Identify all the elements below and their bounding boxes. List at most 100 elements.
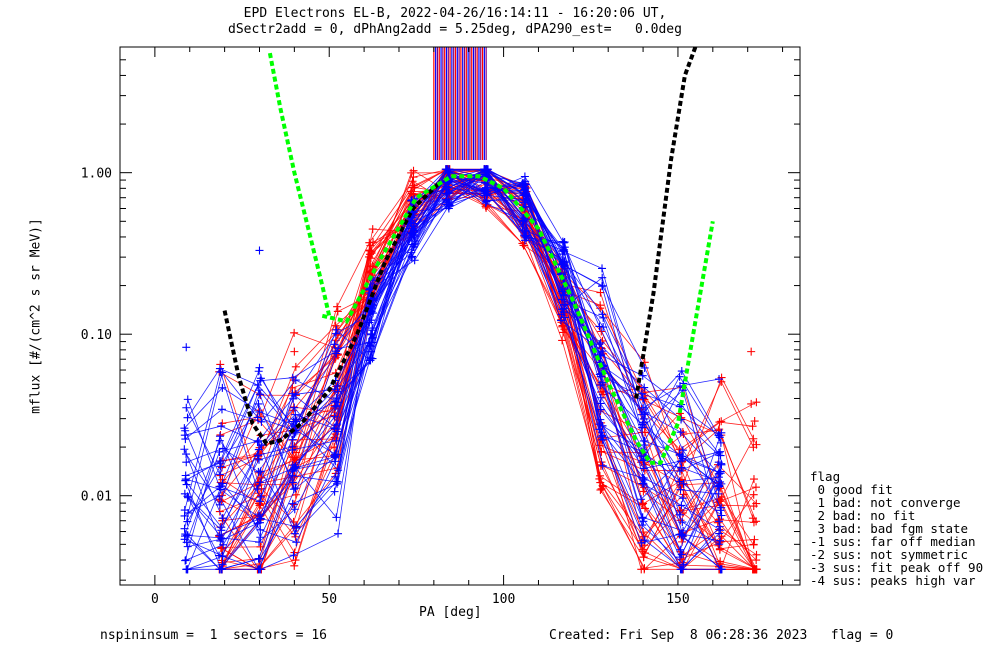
x-axis-label: PA [deg]	[419, 605, 482, 620]
flux-data-point	[519, 179, 528, 188]
flux-data-point	[640, 536, 649, 545]
flux-data-point	[254, 367, 263, 376]
flux-data-point	[216, 485, 225, 494]
flux-data-point	[640, 363, 649, 372]
flux-data-point	[715, 418, 724, 427]
flux-data-point	[217, 526, 226, 535]
flux-data-point	[596, 288, 605, 297]
flux-sweep-line	[218, 187, 753, 570]
flux-data-point	[749, 518, 758, 527]
flux-data-point	[557, 260, 566, 269]
flux-data-point	[639, 532, 648, 541]
flux-data-point	[292, 522, 301, 531]
flux-data-point	[675, 451, 684, 460]
flux-data-point	[520, 241, 529, 250]
flux-data-point	[216, 457, 225, 466]
flux-data-point	[715, 481, 724, 490]
flux-data-point	[596, 478, 605, 487]
footer-left-info: nspininsum = 1 sectors = 16	[100, 628, 327, 643]
flux-data-point	[257, 473, 266, 482]
flux-data-point	[410, 232, 419, 241]
flux-sweep-line	[222, 168, 754, 470]
flux-data-point	[677, 501, 686, 510]
flux-data-point	[407, 224, 416, 233]
flux-data-point	[752, 565, 761, 574]
flux-data-point	[332, 394, 341, 403]
outlier-point	[750, 417, 759, 426]
flux-data-point	[559, 291, 568, 300]
flux-data-point	[678, 446, 687, 455]
flux-sweep-line	[221, 187, 754, 570]
flux-data-point	[291, 362, 300, 371]
flux-data-point	[289, 551, 298, 560]
flux-data-point	[290, 505, 299, 514]
flux-data-point	[368, 261, 377, 270]
flux-data-point	[288, 453, 297, 462]
flux-data-point	[714, 482, 723, 491]
flux-sweep-line	[221, 168, 757, 496]
flux-data-point	[253, 485, 262, 494]
flux-data-point	[409, 173, 418, 182]
flux-data-point	[180, 445, 189, 454]
y-tick-label: 0.01	[81, 490, 112, 505]
flux-data-point	[409, 242, 418, 251]
flux-data-point	[520, 231, 529, 240]
flux-data-point	[675, 477, 684, 486]
legend-entry: -4 sus: peaks high var	[810, 573, 976, 588]
flux-data-point	[596, 486, 605, 495]
flux-sweep-line	[222, 168, 755, 570]
flux-data-point	[333, 302, 342, 311]
fit-curve-black	[222, 180, 443, 446]
flux-data-point	[638, 547, 647, 556]
flux-data-point	[290, 403, 299, 412]
flux-data-point	[367, 316, 376, 325]
flux-data-point	[638, 394, 647, 403]
legend-entry: -3 sus: fit peak off 90	[810, 560, 984, 575]
flux-data-point	[334, 398, 343, 407]
flux-data-point	[748, 422, 757, 431]
flux-data-point	[749, 540, 758, 549]
flux-data-point	[366, 341, 375, 350]
flux-data-point	[678, 558, 687, 567]
flux-data-point	[639, 479, 648, 488]
flux-data-point	[638, 521, 647, 530]
flux-data-point	[182, 538, 191, 547]
flux-data-point	[596, 393, 605, 402]
flux-data-point	[640, 436, 649, 445]
flux-data-point	[639, 456, 648, 465]
flux-data-point	[717, 417, 726, 426]
flux-data-point	[332, 325, 341, 334]
flux-data-point	[638, 371, 647, 380]
outlier-point	[182, 343, 191, 352]
flux-data-point	[639, 415, 648, 424]
flux-data-point	[332, 401, 341, 410]
flux-data-point	[715, 517, 724, 526]
flux-data-point	[521, 202, 530, 211]
x-tick-label: 0	[151, 592, 159, 607]
flux-data-point	[520, 172, 529, 181]
outlier-point	[747, 347, 756, 356]
flux-data-point	[445, 200, 454, 209]
flux-data-point	[596, 338, 605, 347]
flux-data-point	[182, 565, 191, 574]
flux-data-point	[677, 530, 686, 539]
flux-data-point	[181, 476, 190, 485]
flux-sweep-line	[220, 183, 755, 544]
flux-data-point	[445, 165, 454, 174]
flux-data-point	[330, 412, 339, 421]
flux-sweep-line	[186, 181, 719, 570]
flux-data-point	[253, 451, 262, 460]
flux-data-point	[183, 413, 192, 422]
flux-data-point	[288, 389, 297, 398]
flux-data-point	[717, 511, 726, 520]
flux-data-point	[676, 545, 685, 554]
flux-data-point	[716, 557, 725, 566]
flux-sweep-line	[221, 183, 755, 570]
flux-data-point	[717, 428, 726, 437]
flux-data-point	[716, 438, 725, 447]
flux-data-point	[217, 422, 226, 431]
flux-sweep-line	[219, 177, 757, 485]
flux-data-point	[331, 321, 340, 330]
flux-data-point	[749, 475, 758, 484]
